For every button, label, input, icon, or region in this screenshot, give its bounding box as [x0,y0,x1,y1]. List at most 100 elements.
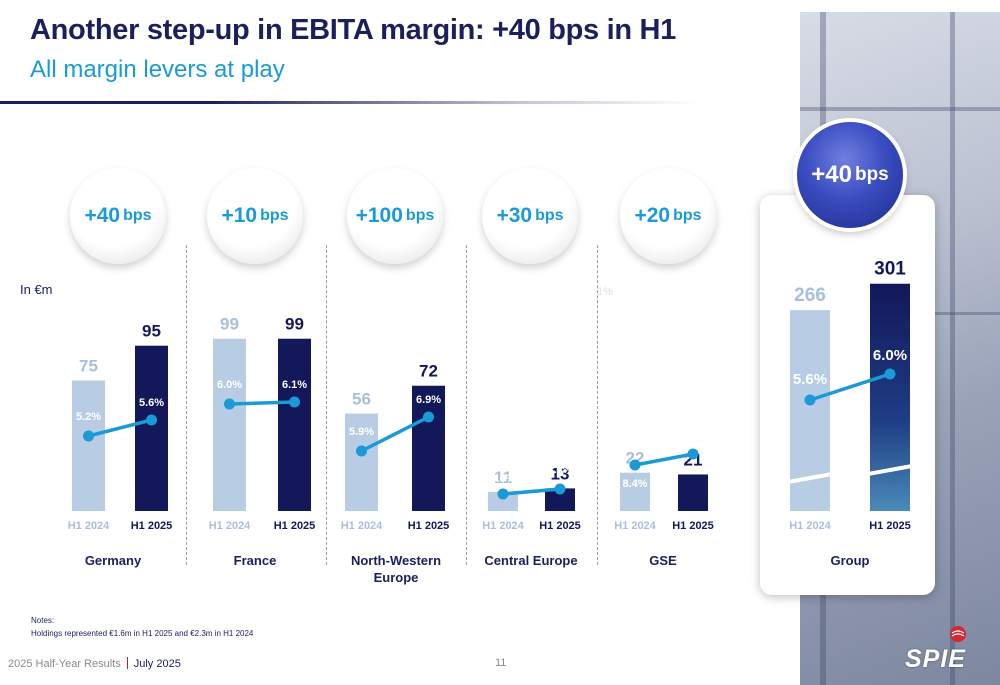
tick-label-gse-h1-2025: H1 2025 [672,520,714,532]
footer-date: July 2025 [133,658,181,670]
value-label-germany-h1-2024: 75 [79,357,98,376]
bubble-france-unit: bps [260,207,289,224]
tick-label-north-western-europe-h1-2025: H1 2025 [408,520,450,532]
bubble-france-value: +10 [221,204,258,227]
margin-label-france-h1-2025: 6.1% [282,379,307,391]
bubble-germany: +40 bps [70,168,166,264]
margin-point-group-h1-2025 [884,368,896,380]
tick-label-france-h1-2024: H1 2024 [209,520,251,532]
footer-report-name: 2025 Half-Year Results [8,658,121,670]
margin-point-france-h1-2024 [224,398,235,410]
bubble-france: +10 bps [207,168,303,264]
margin-point-group-h1-2024 [804,394,816,406]
bar-gse-h1-2024 [620,472,650,511]
axis-break-mark [867,464,913,476]
value-label-north-western-europe-h1-2024: 56 [352,390,371,409]
region-label-france: France [233,553,277,568]
slide-title: Another step-up in EBITA margin: +40 bps… [30,14,677,46]
spie-logo-word: SPIE [905,645,966,673]
margin-point-gse-h1-2025 [687,448,699,460]
tick-label-gse-h1-2024: H1 2024 [614,520,656,532]
bubble-gse: +20 bps [620,168,716,264]
region-label-group: Group [830,553,870,568]
bubble-gse-value: +20 [634,204,671,227]
tick-label-central-europe-h1-2025: H1 2025 [539,520,581,532]
margin-line-france [229,400,295,406]
divider [186,245,187,565]
margin-label-germany-h1-2024: 5.2% [76,411,101,423]
margin-point-north-western-europe-h1-2025 [423,411,434,423]
value-label-central-europe-h1-2025: 13 [551,464,570,483]
notes-line: Holdings represented €1.6m in H1 2025 an… [31,629,254,638]
notes: Notes: Holdings represented €1.6m in H1 … [31,614,253,640]
margin-point-north-western-europe-h1-2024 [356,445,367,457]
bubble-gse-unit: bps [673,207,702,224]
margin-line-gse [634,452,694,467]
margin-label-north-western-europe-h1-2025: 6.9% [416,394,441,406]
bubble-group-value: +40 [811,161,852,188]
notes-heading: Notes: [31,616,55,625]
bubble-germany-value: +40 [84,204,121,227]
tick-label-north-western-europe-h1-2024: H1 2024 [341,520,383,532]
margin-point-central-europe-h1-2024 [497,488,509,500]
bar-north-western-europe-h1-2025 [412,385,445,511]
footer-separator [126,657,128,669]
value-label-france-h1-2025: 99 [285,315,304,334]
bubble-group: +40 bps [797,122,903,228]
margin-point-central-europe-h1-2025 [554,483,566,495]
bubble-nwe-value: +100 [355,204,403,227]
spie-logo: SPIE [905,625,985,675]
tick-label-france-h1-2025: H1 2025 [274,520,316,532]
margin-label-france-h1-2024: 6.0% [217,379,242,391]
bar-gse-h1-2025 [678,474,708,511]
margin-label-central-europe-h1-2024: 3.0% [490,473,515,485]
tick-label-germany-h1-2024: H1 2024 [68,520,110,532]
margin-label-north-western-europe-h1-2024: 5.9% [349,426,374,438]
slide-subtitle: All margin levers at play [30,56,285,83]
footer-title: 2025 Half-Year Results July 2025 [8,657,181,670]
tick-label-group-h1-2024: H1 2024 [789,520,831,532]
region-label-germany: Germany [84,553,142,568]
margin-point-france-h1-2025 [289,396,300,408]
bubble-germany-unit: bps [123,207,152,224]
bubble-central-europe: +30 bps [482,168,578,264]
divider [597,245,598,565]
margin-label-gse-h1-2024: 8.4% [622,478,647,490]
margin-label-central-europe-h1-2025: 3.3% [547,464,572,476]
value-label-germany-h1-2025: 95 [142,322,161,341]
margin-line-north-western-europe [360,415,430,453]
value-label-group-h1-2025: 301 [874,259,906,280]
margin-point-gse-h1-2024 [629,459,641,471]
margin-line-germany [88,418,152,438]
margin-label-gse-h1-2025: 8.6% [680,429,705,441]
region-label-central-europe: Central Europe [484,553,578,568]
bar-central-europe-h1-2025 [545,488,575,511]
region-label-north-western-europe: North-Western Europe [350,553,442,585]
value-label-north-western-europe-h1-2025: 72 [419,362,438,381]
bar-central-europe-h1-2024 [488,491,518,511]
bubble-ce-value: +30 [496,204,533,227]
bar-group-h1-2025 [870,283,910,511]
margin-line-group [809,372,891,402]
bar-north-western-europe-h1-2024 [345,413,378,511]
margin-label-germany-h1-2025: 5.6% [139,397,164,409]
page-number: 11 [495,657,507,669]
title-underline [0,101,700,104]
margin-point-germany-h1-2024 [83,430,94,442]
unit-label: In €m [20,282,53,297]
axis-break-mark [787,472,833,484]
value-label-group-h1-2024: 266 [794,285,826,306]
margin-label-group-h1-2024: 5.6% [793,371,827,388]
value-label-france-h1-2024: 99 [220,315,239,334]
value-label-central-europe-h1-2024: 11 [494,468,512,487]
tick-label-group-h1-2025: H1 2025 [869,520,911,532]
tick-label-germany-h1-2025: H1 2025 [131,520,173,532]
bubble-nwe-unit: bps [405,207,435,224]
spie-logo-icon [950,626,966,642]
bar-germany-h1-2025 [135,345,168,511]
bar-france-h1-2024 [213,338,246,511]
faint-label: 1% [597,286,613,298]
margin-label-group-h1-2025: 6.0% [873,347,907,364]
